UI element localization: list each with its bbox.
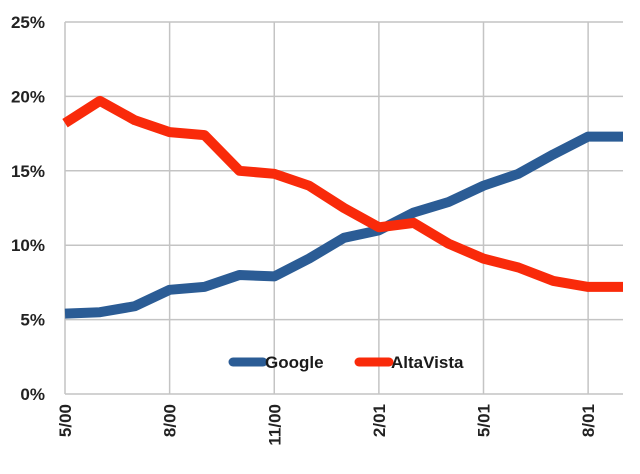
x-tick-label: 8/01 xyxy=(579,404,598,437)
legend: Google AltaVista xyxy=(228,353,464,372)
x-tick-label: 11/00 xyxy=(265,404,284,446)
legend-item-altavista: AltaVista xyxy=(354,353,464,372)
x-tick-label: 2/01 xyxy=(370,404,389,437)
x-tick-label: 8/00 xyxy=(161,404,180,437)
y-tick-label: 25% xyxy=(11,13,45,32)
x-axis-tick-labels: 5/00 8/00 11/00 2/01 5/01 8/01 xyxy=(56,404,598,446)
series-line-google xyxy=(64,131,623,319)
legend-label: Google xyxy=(265,353,324,372)
y-tick-label: 0% xyxy=(20,385,45,404)
y-tick-label: 5% xyxy=(20,311,45,330)
series-lines xyxy=(62,95,623,319)
y-tick-label: 20% xyxy=(11,87,45,106)
legend-label: AltaVista xyxy=(391,353,464,372)
gridlines xyxy=(64,21,623,395)
legend-item-google: Google xyxy=(228,353,324,372)
x-tick-label: 5/01 xyxy=(475,404,494,437)
x-tick-label: 5/00 xyxy=(56,404,75,437)
y-axis-tick-labels: 0% 5% 10% 15% 20% 25% xyxy=(11,13,45,404)
y-tick-label: 10% xyxy=(11,236,45,255)
series-line-altavista xyxy=(62,95,623,292)
y-tick-label: 15% xyxy=(11,162,45,181)
